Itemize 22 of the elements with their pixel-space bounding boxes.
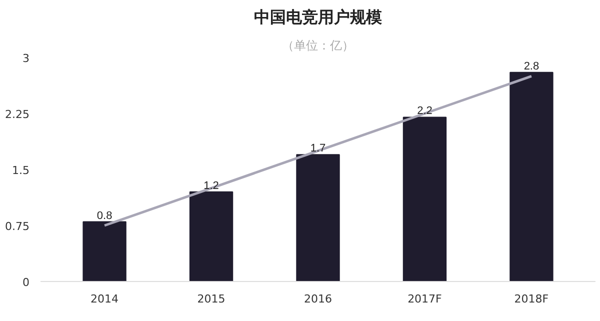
x-tick-label: 2016 (304, 292, 332, 306)
x-tick-label: 2015 (197, 292, 226, 306)
data-label: 2.2 (417, 105, 432, 118)
bar (402, 116, 447, 282)
y-tick-label: 1.5 (12, 164, 30, 177)
data-label: 1.7 (310, 142, 326, 155)
bar (510, 72, 554, 282)
data-label: 2.8 (524, 60, 540, 72)
y-tick-label: 2.25 (5, 108, 30, 121)
x-tick-label: 2014 (90, 292, 119, 306)
x-tick-label: 2017F (408, 292, 442, 306)
y-tick-label: 0.75 (5, 220, 30, 233)
bar (82, 221, 126, 282)
chart-title: 中国电竞用户规模 (254, 8, 382, 26)
bar (189, 191, 234, 282)
chart-subtitle: （单位：亿） (282, 38, 354, 52)
bar (296, 154, 340, 282)
y-tick-label: 0 (22, 276, 30, 289)
x-tick-label: 2018F (514, 292, 549, 306)
data-label: 0.8 (96, 210, 112, 222)
data-label: 1.2 (204, 180, 219, 192)
y-tick-label: 3 (22, 52, 30, 65)
